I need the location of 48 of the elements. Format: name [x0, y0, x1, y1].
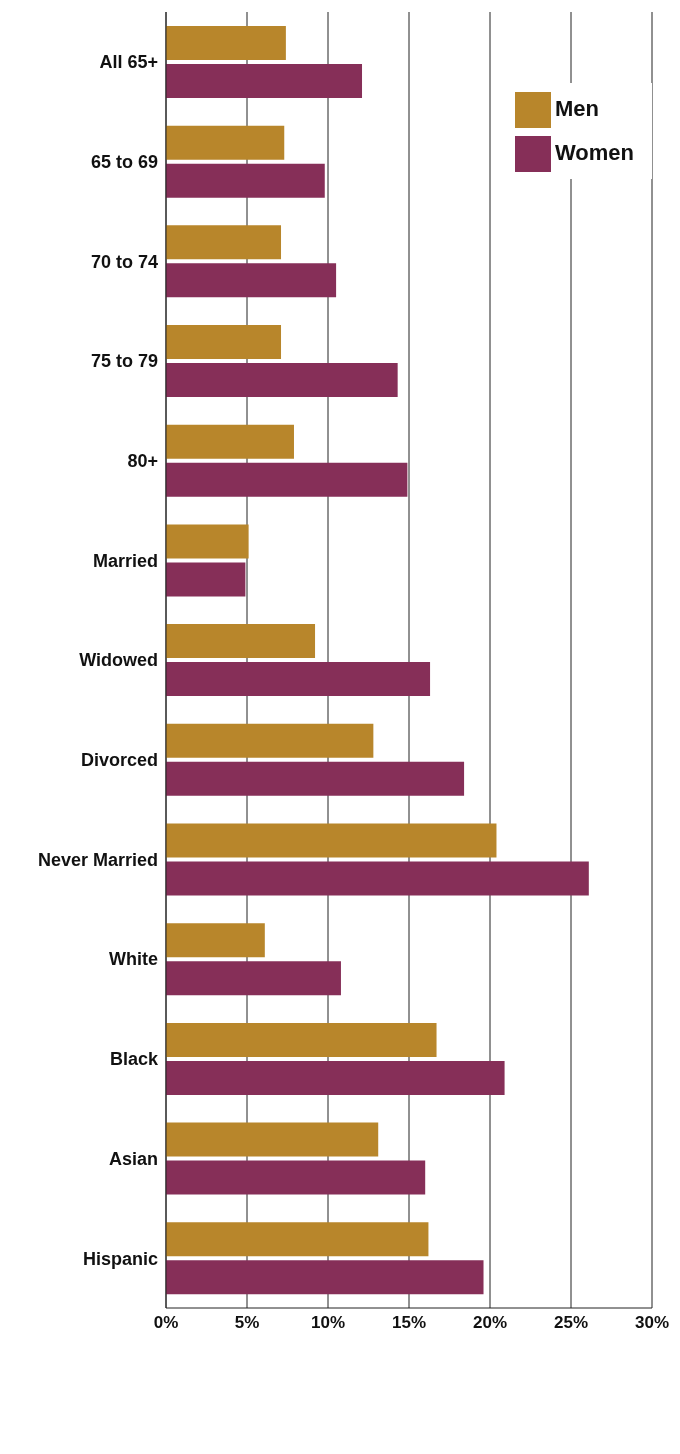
- x-tick-label: 20%: [472, 1313, 508, 1333]
- bar: [166, 524, 249, 559]
- bar: [166, 823, 497, 858]
- x-tick-label: 15%: [391, 1313, 427, 1333]
- y-tick-label: Widowed: [79, 650, 158, 671]
- bar: [166, 923, 265, 958]
- x-tick-label: 30%: [634, 1313, 670, 1333]
- bar: [166, 225, 282, 260]
- bar: [166, 624, 316, 659]
- y-tick-label: Never Married: [37, 849, 158, 870]
- bar: [166, 723, 374, 758]
- y-tick-label: Asian: [108, 1148, 158, 1169]
- y-tick-label: Hispanic: [82, 1248, 158, 1269]
- bar: [166, 163, 325, 198]
- bar: [166, 662, 431, 697]
- bar: [166, 861, 589, 896]
- x-tick-label: 10%: [310, 1313, 346, 1333]
- bar: [166, 1160, 426, 1195]
- y-tick-label: 70 to 74: [90, 251, 158, 272]
- bar: [166, 462, 408, 497]
- bar: [166, 1122, 379, 1157]
- y-tick-label: Divorced: [80, 750, 158, 771]
- legend-label: Women: [554, 140, 634, 165]
- legend-label: Men: [554, 96, 599, 121]
- x-tick-label: 25%: [553, 1313, 589, 1333]
- y-tick-label: White: [109, 949, 158, 970]
- bar: [166, 1022, 437, 1057]
- y-tick-label: 65 to 69: [90, 151, 158, 172]
- bar: [166, 761, 465, 796]
- x-tick-label: 0%: [153, 1313, 179, 1333]
- bar: [166, 125, 285, 160]
- y-tick-label: 80+: [127, 451, 158, 472]
- bar: [166, 25, 286, 60]
- x-tick-label: 5%: [234, 1313, 260, 1333]
- bar: [166, 562, 246, 597]
- y-tick-label: Married: [92, 550, 158, 571]
- bar: [166, 1260, 484, 1295]
- bar: [166, 1222, 429, 1257]
- bar: [166, 263, 337, 298]
- bar: [166, 363, 398, 398]
- bar: [166, 325, 282, 360]
- bar: [166, 1060, 505, 1095]
- bar: [166, 961, 341, 996]
- bar: [166, 424, 294, 459]
- bar: [166, 63, 363, 98]
- y-tick-label: 75 to 79: [90, 351, 158, 372]
- y-tick-label: All 65+: [99, 52, 158, 73]
- y-tick-label: Black: [109, 1049, 159, 1070]
